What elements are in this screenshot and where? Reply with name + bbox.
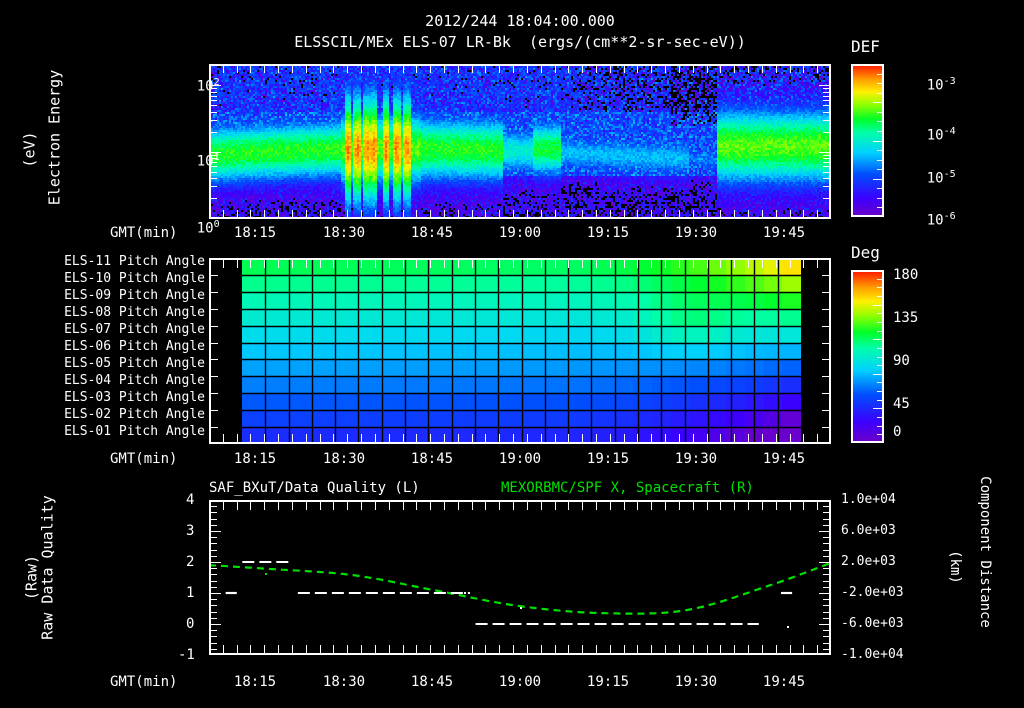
panel3-ylabel-line2: (Raw) — [22, 554, 41, 601]
deg-colorbar-title: Deg — [851, 243, 880, 262]
def-colorbar-frame — [851, 64, 884, 217]
deg-colorbar-tick-45: 45 — [893, 396, 910, 412]
panel3-ylabel-right-line1: Component Distance — [977, 476, 993, 628]
panel2-xtick-2: 18:45 — [410, 451, 454, 467]
panel1-xtick-0: 18:15 — [233, 225, 277, 241]
panel1-ylabel-line1: Electron Energy — [45, 69, 64, 206]
panel2-xtick-4: 19:15 — [586, 451, 630, 467]
row-label-els-03: ELS-03 Pitch Angle — [64, 390, 205, 405]
row-label-els-02: ELS-02 Pitch Angle — [64, 407, 205, 422]
spectrogram-panel[interactable] — [209, 64, 831, 219]
panel3-xtick-4: 19:15 — [586, 674, 630, 690]
row-label-els-05: ELS-05 Pitch Angle — [64, 356, 205, 371]
panel3-xtick-2: 18:45 — [410, 674, 454, 690]
panel1-xtick-1: 18:30 — [322, 225, 366, 241]
spectrogram-canvas[interactable] — [209, 64, 831, 219]
def-colorbar-tick-6: 10-6 — [926, 211, 956, 229]
panel3-xtick-5: 19:30 — [674, 674, 718, 690]
panel2-xtick-0: 18:15 — [233, 451, 277, 467]
panel1-ytick-100: 102 — [196, 77, 220, 95]
deg-colorbar-frame — [851, 270, 884, 443]
panel1-xtick-2: 18:45 — [410, 225, 454, 241]
pitch-angle-canvas[interactable] — [209, 258, 831, 444]
panel3-ytick-right-1: 6.0e+03 — [841, 523, 896, 538]
deg-colorbar-tick-180: 180 — [893, 267, 919, 283]
row-label-els-04: ELS-04 Pitch Angle — [64, 373, 205, 388]
panel3-ytick-right-5: -1.0e+04 — [841, 647, 904, 662]
def-colorbar-canvas — [851, 64, 884, 217]
deg-colorbar-tick-90: 90 — [893, 353, 910, 369]
panel3-ytick-neg1: -1 — [178, 647, 195, 663]
data-quality-canvas[interactable] — [209, 500, 831, 655]
panel2-xtick-1: 18:30 — [322, 451, 366, 467]
panel1-ylabel-line2: (eV) — [20, 131, 39, 168]
panel3-ytick-2: 2 — [186, 554, 195, 570]
def-colorbar-tick-5: 10-5 — [926, 169, 956, 187]
deg-colorbar-canvas — [851, 270, 884, 443]
panel1-xtick-4: 19:15 — [586, 225, 630, 241]
panel1-xtick-5: 19:30 — [674, 225, 718, 241]
panel3-xtick-3: 19:00 — [498, 674, 542, 690]
panel3-ytick-right-4: -6.0e+03 — [841, 616, 904, 631]
panel3-ytick-0: 0 — [186, 616, 195, 632]
panel3-ytick-4: 4 — [186, 492, 195, 508]
panel3-ytick-3: 3 — [186, 523, 195, 539]
panel2-xtick-6: 19:45 — [762, 451, 806, 467]
def-colorbar[interactable] — [851, 64, 884, 217]
panel3-ylabel-line1: Raw Data Quality — [38, 495, 57, 640]
deg-colorbar-tick-135: 135 — [893, 310, 919, 326]
panel3-ytick-1: 1 — [186, 585, 195, 601]
deg-colorbar[interactable] — [851, 270, 884, 443]
panel3-xtick-0: 18:15 — [233, 674, 277, 690]
panel3-xtick-1: 18:30 — [322, 674, 366, 690]
def-colorbar-tick-3: 10-3 — [926, 76, 956, 94]
row-label-els-10: ELS-10 Pitch Angle — [64, 271, 205, 286]
panel1-xtick-3: 19:00 — [498, 225, 542, 241]
panel2-xtick-5: 19:30 — [674, 451, 718, 467]
pitch-angle-panel[interactable] — [209, 258, 831, 444]
panel3-ylabel-right-line2: (km) — [947, 550, 963, 584]
panel3-title-left: SAF_BXuT/Data Quality (L) — [209, 480, 420, 496]
panel3-ytick-right-0: 1.0e+04 — [841, 492, 896, 507]
panel1-ytick-1: 100 — [196, 219, 220, 237]
panel1-xtick-6: 19:45 — [762, 225, 806, 241]
row-label-els-11: ELS-11 Pitch Angle — [64, 254, 205, 269]
row-label-els-06: ELS-06 Pitch Angle — [64, 339, 205, 354]
row-label-els-01: ELS-01 Pitch Angle — [64, 424, 205, 439]
panel2-xlabel: GMT(min) — [110, 451, 178, 467]
panel3-ytick-right-3: -2.0e+03 — [841, 585, 904, 600]
plot-subtitle: ELSSCIL/MEx ELS-07 LR-Bk (ergs/(cm**2-sr… — [294, 33, 746, 51]
def-colorbar-title: DEF — [851, 37, 880, 56]
panel1-xlabel: GMT(min) — [110, 225, 178, 241]
panel3-xlabel: GMT(min) — [110, 674, 178, 690]
panel1-ytick-10: 101 — [196, 152, 220, 170]
def-colorbar-tick-4: 10-4 — [926, 126, 956, 144]
panel3-xtick-6: 19:45 — [762, 674, 806, 690]
plot-timestamp-title: 2012/244 18:04:00.000 — [425, 12, 615, 30]
panel3-ytick-right-2: 2.0e+03 — [841, 554, 896, 569]
row-label-els-07: ELS-07 Pitch Angle — [64, 322, 205, 337]
row-label-els-08: ELS-08 Pitch Angle — [64, 305, 205, 320]
data-quality-panel[interactable] — [209, 500, 831, 655]
deg-colorbar-tick-0: 0 — [893, 424, 902, 440]
row-label-els-09: ELS-09 Pitch Angle — [64, 288, 205, 303]
panel3-title-right: MEXORBMC/SPF X, Spacecraft (R) — [501, 480, 754, 496]
panel2-xtick-3: 19:00 — [498, 451, 542, 467]
